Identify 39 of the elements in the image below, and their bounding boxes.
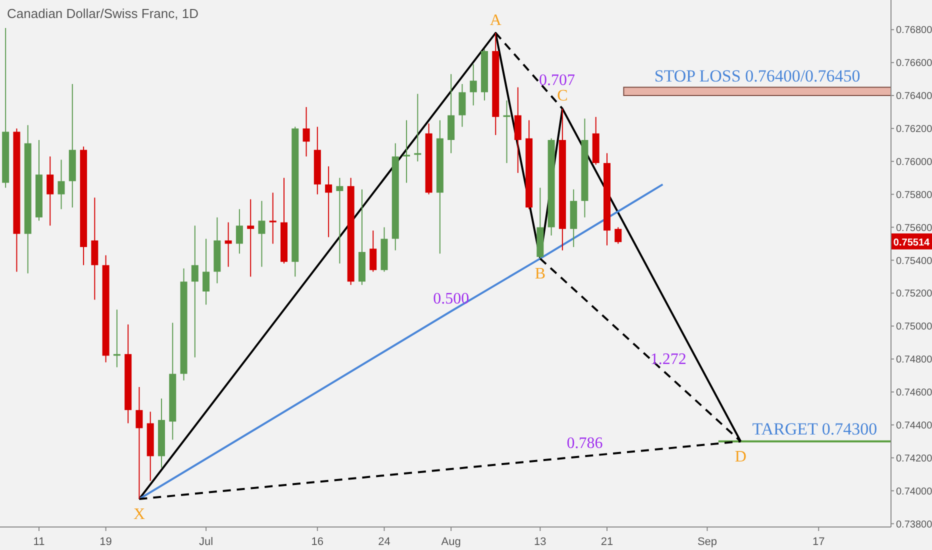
series-label: 1.272	[650, 350, 686, 368]
band-label: STOP LOSS 0.76400/0.76450	[654, 66, 860, 86]
y-tick-label: 0.75600	[896, 222, 932, 234]
text: Canadian Dollar/Swiss Franc, 1D	[7, 6, 198, 21]
data-label: A	[490, 12, 502, 29]
y-tick-label: 0.75000	[896, 322, 932, 333]
y-tick-label: 0.76400	[896, 91, 932, 102]
y-tick-label: 0.74400	[896, 420, 932, 432]
y-tick-label: 0.75800	[896, 190, 932, 201]
y-tick-label: 0.76000	[896, 156, 932, 168]
data-label: X	[133, 506, 146, 524]
x-tick-label: 24	[378, 536, 390, 548]
x-tick-label: 16	[311, 536, 324, 548]
data-label: D	[734, 448, 746, 466]
series-label: 0.500	[433, 290, 470, 308]
x-tick-label: 13	[534, 536, 546, 548]
series-label: 0.707	[539, 72, 576, 89]
y-tick-label: 0.75400	[896, 256, 932, 267]
x-tick-label: 11	[33, 536, 45, 548]
y-tick-label: 0.74200	[896, 453, 932, 464]
ref-line-label: TARGET 0.74300	[752, 419, 878, 438]
x-tick-label: 17	[812, 536, 825, 548]
x-tick-label: Aug	[441, 536, 461, 548]
y-tick-label: 0.73800	[896, 519, 932, 530]
y-tick-label: 0.75200	[896, 288, 932, 300]
x-tick-label: 21	[600, 536, 614, 548]
series-label: 0.786	[566, 435, 603, 452]
y-tick-label: 0.76200	[896, 124, 932, 136]
x-tick-label: Jul	[199, 536, 214, 548]
y-tick-label: 0.76800	[896, 25, 932, 36]
y-tick-label: 0.74600	[896, 388, 932, 399]
y-tick-label: 0.76600	[896, 58, 932, 70]
y-tick-label: 0.74000	[896, 486, 932, 498]
y-tick-label: 0.74800	[896, 354, 932, 366]
data-label: C	[557, 88, 568, 105]
x-tick-label: 19	[100, 536, 112, 548]
data-label: B	[534, 266, 546, 283]
annotation: 0.75514	[893, 237, 930, 248]
x-tick-label: Sep	[697, 536, 718, 548]
